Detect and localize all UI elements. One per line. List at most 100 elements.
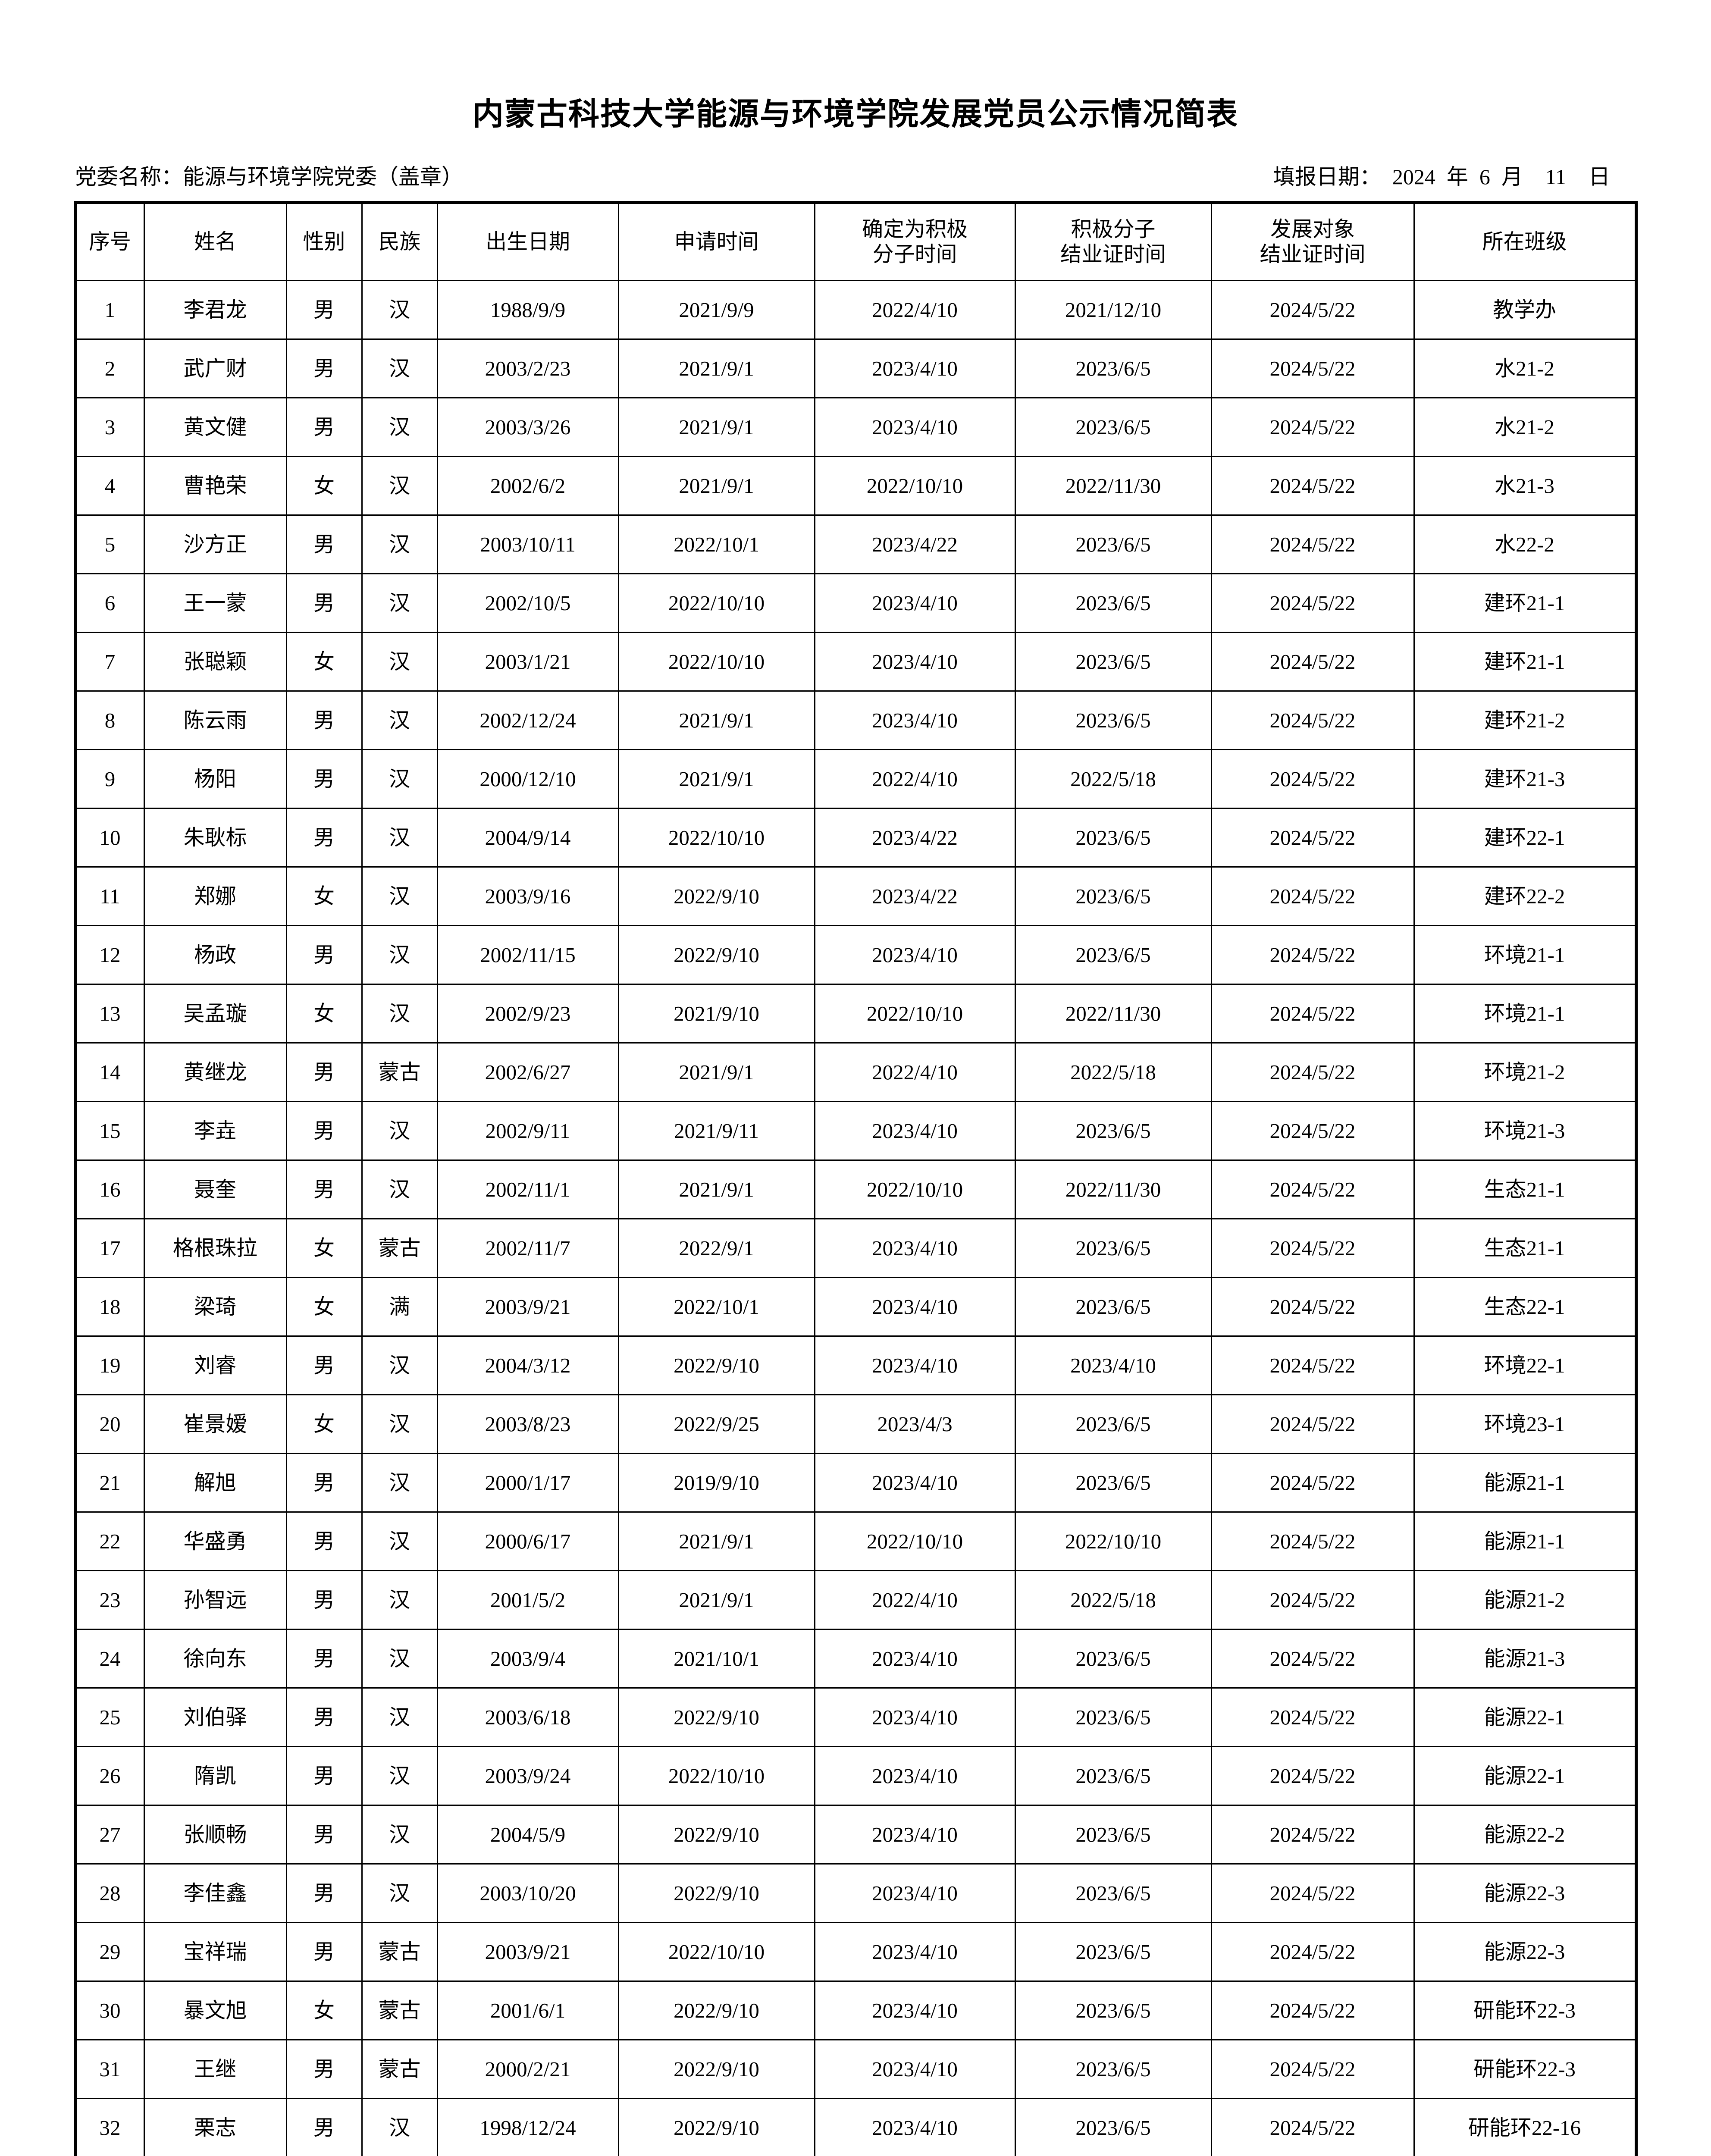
cell-activist-cert-date: 2021/12/10: [1014, 280, 1212, 340]
cell-target-cert-date: 2024/5/22: [1210, 690, 1415, 751]
cell-birth-date: 2002/9/11: [436, 1101, 619, 1161]
cell-seq: 31: [74, 2039, 145, 2100]
cell-ethnic: 汉: [361, 1335, 438, 1396]
cell-name: 王继: [143, 2039, 287, 2100]
cell-seq: 16: [74, 1159, 145, 1220]
cell-seq: 5: [74, 514, 145, 575]
column-header-activist-date-line1: 确定为积极: [862, 217, 968, 241]
report-date-label: 填报日期：: [1273, 165, 1381, 189]
cell-name: 李佳鑫: [143, 1863, 287, 1924]
cell-activist-cert-date: 2023/6/5: [1014, 1805, 1212, 1865]
document-meta-row: 党委名称：能源与环境学院党委（盖章） 填报日期： 2024 年 6 月 11 日: [75, 132, 1636, 189]
cell-activist-date: 2022/10/10: [814, 984, 1016, 1044]
table-row: 23 孙智远男汉 2001/5/2 2021/9/1 2022/4/10 2022/5/1…: [74, 1570, 1637, 1630]
table-row: 4 曹艳荣女汉 2002/6/2 2021/9/1 2022/10/10 2022/11/…: [74, 456, 1637, 516]
cell-apply-date: 2021/9/1: [617, 1042, 815, 1103]
cell-gender: 男: [285, 514, 363, 575]
cell-gender: 男: [285, 1687, 363, 1748]
cell-activist-cert-date: 2023/6/5: [1014, 1394, 1212, 1454]
cell-ethnic: 汉: [361, 397, 438, 458]
cell-ethnic: 汉: [361, 1863, 438, 1924]
cell-target-cert-date: 2024/5/22: [1210, 1863, 1415, 1924]
cell-apply-date: 2022/9/10: [617, 2039, 815, 2100]
cell-seq: 20: [74, 1394, 145, 1454]
cell-apply-date: 2022/9/10: [617, 2098, 815, 2156]
cell-activist-cert-date: 2023/6/5: [1014, 573, 1212, 633]
cell-birth-date: 2004/5/9: [436, 1805, 619, 1865]
cell-seq: 19: [74, 1335, 145, 1396]
cell-name: 黄继龙: [143, 1042, 287, 1103]
column-header-target-cert: 发展对象 结业证时间: [1210, 202, 1415, 282]
cell-seq: 18: [74, 1277, 145, 1337]
cell-activist-cert-date: 2023/6/5: [1014, 1629, 1212, 1689]
committee-name-label: 党委名称：能源与环境学院党委（盖章）: [75, 165, 463, 189]
column-header-activist-date: 确定为积极 分子时间: [814, 202, 1016, 282]
cell-activist-date: 2023/4/10: [814, 1629, 1016, 1689]
cell-class: 生态21-1: [1413, 1218, 1637, 1279]
report-month-value: 6: [1479, 165, 1490, 189]
cell-birth-date: 2002/6/2: [436, 456, 619, 516]
cell-apply-date: 2022/10/10: [617, 632, 815, 692]
cell-target-cert-date: 2024/5/22: [1210, 1805, 1415, 1865]
cell-class: 环境23-1: [1413, 1394, 1637, 1454]
table-row: 7 张聪颖女汉 2003/1/21 2022/10/10 2023/4/10 2023/6…: [74, 632, 1637, 692]
cell-gender: 男: [285, 1570, 363, 1630]
cell-name: 沙方正: [143, 514, 287, 575]
cell-class: 能源21-3: [1413, 1629, 1637, 1689]
cell-apply-date: 2022/9/10: [617, 1863, 815, 1924]
cell-activist-cert-date: 2023/6/5: [1014, 514, 1212, 575]
page-title: 内蒙古科技大学能源与环境学院发展党员公示情况简表: [472, 97, 1238, 132]
cell-class: 建环22-1: [1413, 808, 1637, 868]
cell-gender: 女: [285, 1218, 363, 1279]
table-row: 29 宝祥瑞男蒙古 2003/9/21 2022/10/10 2023/4/10 2023…: [74, 1922, 1637, 1982]
cell-seq: 4: [74, 456, 145, 516]
cell-ethnic: 汉: [361, 1629, 438, 1689]
table-row: 20 崔景嫒女汉 2003/8/23 2022/9/25 2023/4/3 2023/6/…: [74, 1394, 1637, 1454]
cell-target-cert-date: 2024/5/22: [1210, 1981, 1415, 2041]
cell-name: 朱耿标: [143, 808, 287, 868]
cell-birth-date: 2003/9/16: [436, 866, 619, 927]
cell-apply-date: 2022/10/10: [617, 1922, 815, 1982]
cell-activist-date: 2023/4/22: [814, 866, 1016, 927]
cell-birth-date: 2003/10/20: [436, 1863, 619, 1924]
cell-activist-cert-date: 2023/6/5: [1014, 1101, 1212, 1161]
cell-gender: 男: [285, 925, 363, 985]
table-row: 12 杨政男汉 2002/11/15 2022/9/10 2023/4/10 2023/6…: [74, 925, 1637, 985]
cell-apply-date: 2021/9/1: [617, 456, 815, 516]
cell-gender: 男: [285, 1042, 363, 1103]
table-row: 2 武广财男汉 2003/2/23 2021/9/1 2023/4/10 2023/6/5…: [74, 338, 1637, 399]
cell-gender: 女: [285, 1981, 363, 2041]
cell-gender: 男: [285, 749, 363, 809]
cell-seq: 26: [74, 1746, 145, 1806]
cell-gender: 女: [285, 1394, 363, 1454]
cell-ethnic: 蒙古: [361, 2039, 438, 2100]
table-row: 31 王继男蒙古 2000/2/21 2022/9/10 2023/4/10 2023/6…: [74, 2039, 1637, 2100]
cell-activist-cert-date: 2022/11/30: [1014, 984, 1212, 1044]
column-header-apply: 申请时间: [617, 202, 815, 282]
cell-activist-date: 2023/4/10: [814, 1453, 1016, 1513]
cell-name: 暴文旭: [143, 1981, 287, 2041]
cell-apply-date: 2022/9/1: [617, 1218, 815, 1279]
cell-target-cert-date: 2024/5/22: [1210, 632, 1415, 692]
cell-name: 隋凯: [143, 1746, 287, 1806]
cell-target-cert-date: 2024/5/22: [1210, 1042, 1415, 1103]
cell-ethnic: 汉: [361, 1687, 438, 1748]
cell-class: 环境21-1: [1413, 984, 1637, 1044]
cell-activist-cert-date: 2022/10/10: [1014, 1511, 1212, 1572]
cell-seq: 10: [74, 808, 145, 868]
cell-target-cert-date: 2024/5/22: [1210, 573, 1415, 633]
table-row: 9 杨阳男汉 2000/12/10 2021/9/1 2022/4/10 2022/5/1…: [74, 749, 1637, 809]
cell-name: 李垚: [143, 1101, 287, 1161]
cell-target-cert-date: 2024/5/22: [1210, 1394, 1415, 1454]
cell-activist-cert-date: 2023/6/5: [1014, 1863, 1212, 1924]
table-row: 26 隋凯男汉 2003/9/24 2022/10/10 2023/4/10 2023/6…: [74, 1746, 1637, 1806]
cell-ethnic: 汉: [361, 573, 438, 633]
cell-activist-cert-date: 2023/6/5: [1014, 925, 1212, 985]
cell-gender: 男: [285, 2039, 363, 2100]
cell-class: 环境21-3: [1413, 1101, 1637, 1161]
cell-ethnic: 汉: [361, 1511, 438, 1572]
cell-activist-date: 2022/4/10: [814, 749, 1016, 809]
cell-name: 刘睿: [143, 1335, 287, 1396]
cell-target-cert-date: 2024/5/22: [1210, 338, 1415, 399]
